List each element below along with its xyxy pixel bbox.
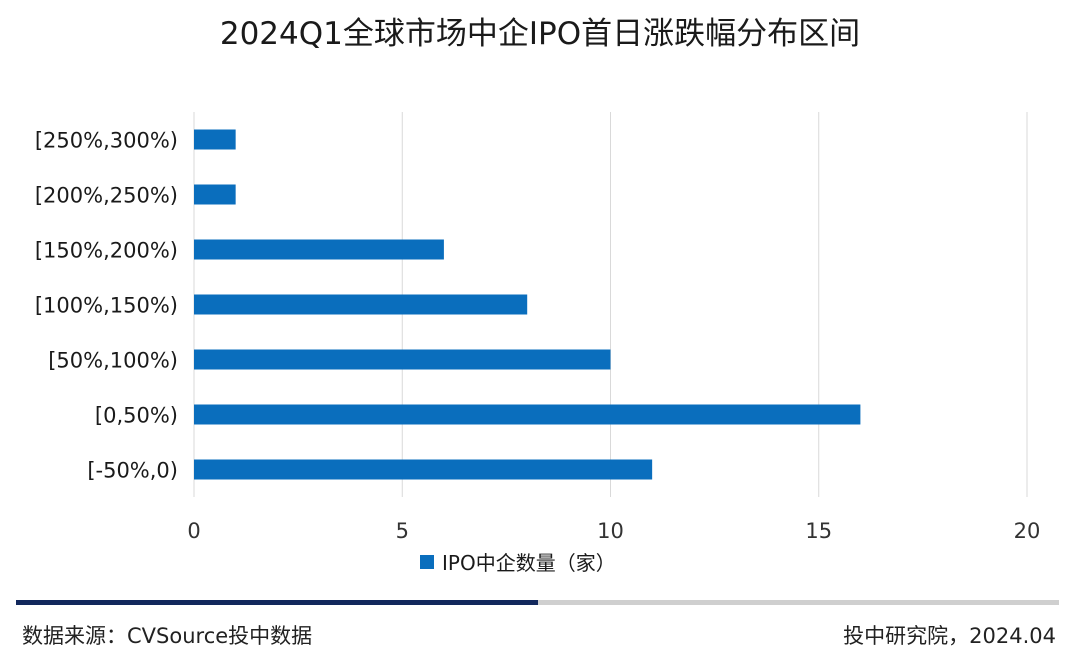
footer-divider bbox=[16, 600, 1059, 605]
category-labels: [250%,300%) [200%,250%) [150%,200%) [100%,1… bbox=[35, 129, 178, 483]
x-tick-label: 5 bbox=[396, 519, 409, 543]
legend-swatch bbox=[420, 555, 434, 569]
gridlines bbox=[193, 112, 1028, 497]
bar bbox=[194, 349, 611, 370]
category-label: [50%,100%) bbox=[48, 349, 178, 373]
footer-divider-light bbox=[538, 600, 1059, 605]
x-tick-label: 0 bbox=[187, 519, 200, 543]
x-tick-label: 20 bbox=[1014, 519, 1041, 543]
bar bbox=[194, 404, 861, 425]
bar bbox=[194, 184, 236, 205]
bar bbox=[194, 129, 236, 150]
category-label: [200%,250%) bbox=[35, 184, 178, 208]
bar bbox=[194, 294, 528, 315]
category-label: [250%,300%) bbox=[35, 129, 178, 153]
credit-date: 投中研究院，2024.04 bbox=[843, 624, 1056, 648]
chart: 2024Q1全球市场中企IPO首日涨跌幅分布区间 [250%,300%) [200… bbox=[35, 16, 1041, 575]
x-tick-labels: 0 5 10 15 20 bbox=[187, 519, 1040, 543]
chart-title: 2024Q1全球市场中企IPO首日涨跌幅分布区间 bbox=[220, 16, 860, 52]
footer-divider-dark bbox=[16, 600, 538, 605]
category-label: [150%,200%) bbox=[35, 239, 178, 263]
legend-label: IPO中企数量（家） bbox=[442, 551, 616, 575]
category-label: [100%,150%) bbox=[35, 294, 178, 318]
data-source: 数据来源：CVSource投中数据 bbox=[22, 624, 313, 648]
category-label: [0,50%) bbox=[95, 404, 178, 428]
x-tick-label: 10 bbox=[597, 519, 624, 543]
bar bbox=[194, 459, 653, 480]
category-label: [-50%,0) bbox=[87, 459, 178, 483]
bar bbox=[194, 239, 444, 260]
x-tick-label: 15 bbox=[805, 519, 832, 543]
legend: IPO中企数量（家） bbox=[420, 551, 616, 575]
bars bbox=[194, 129, 861, 480]
